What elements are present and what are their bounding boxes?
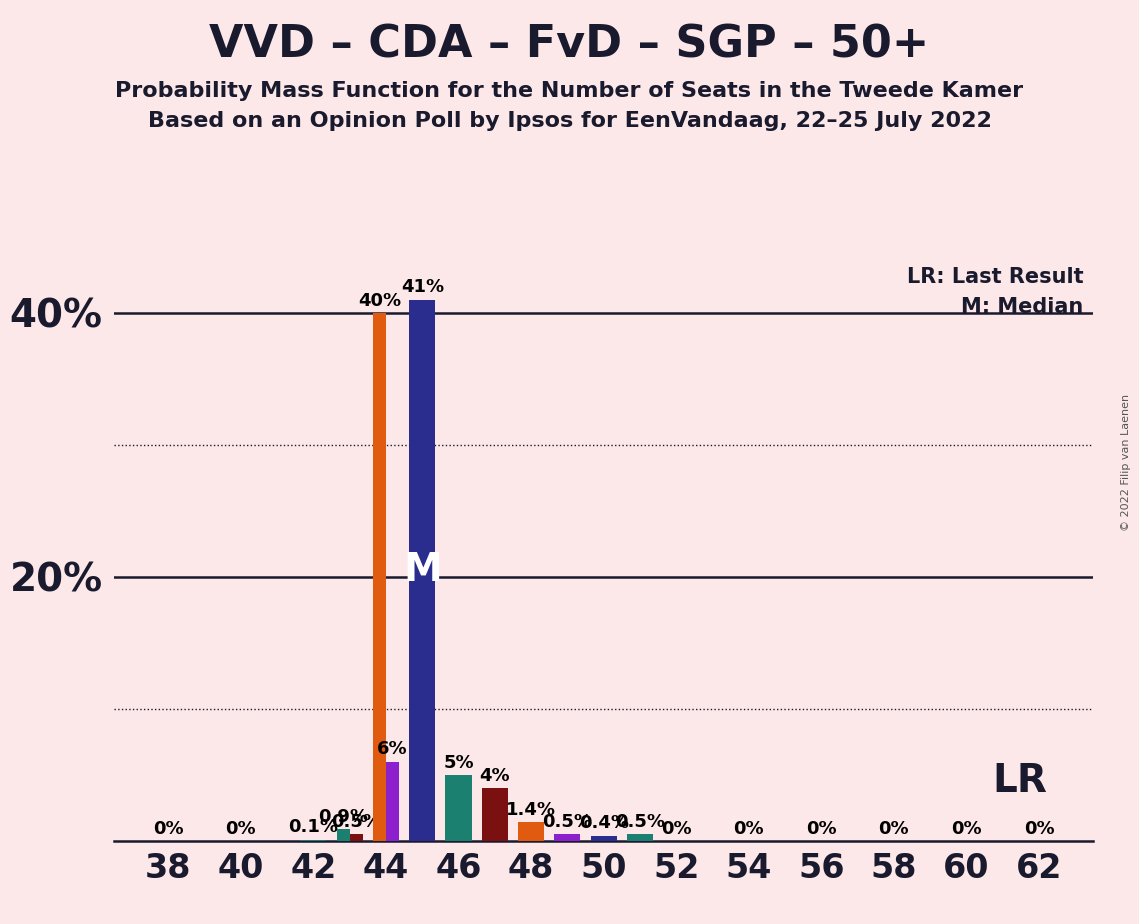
Bar bbox=[372, 313, 386, 841]
Text: 0%: 0% bbox=[661, 821, 691, 838]
Bar bbox=[301, 840, 327, 841]
Text: © 2022 Filip van Laenen: © 2022 Filip van Laenen bbox=[1121, 394, 1131, 530]
Text: 0%: 0% bbox=[951, 821, 982, 838]
Text: 0%: 0% bbox=[878, 821, 909, 838]
Bar bbox=[445, 775, 472, 841]
Text: 1.4%: 1.4% bbox=[506, 801, 556, 819]
Bar bbox=[482, 788, 508, 841]
Text: VVD – CDA – FvD – SGP – 50+: VVD – CDA – FvD – SGP – 50+ bbox=[210, 23, 929, 67]
Text: 0.5%: 0.5% bbox=[331, 813, 382, 831]
Text: 5%: 5% bbox=[443, 754, 474, 772]
Text: 0.1%: 0.1% bbox=[288, 819, 338, 836]
Bar bbox=[386, 761, 399, 841]
Text: 0.9%: 0.9% bbox=[318, 808, 368, 826]
Text: Probability Mass Function for the Number of Seats in the Tweede Kamer: Probability Mass Function for the Number… bbox=[115, 81, 1024, 102]
Bar bbox=[518, 822, 544, 841]
Text: 0.5%: 0.5% bbox=[615, 813, 665, 831]
Text: 4%: 4% bbox=[480, 767, 510, 784]
Text: M: M bbox=[403, 552, 442, 590]
Bar bbox=[350, 834, 363, 841]
Bar bbox=[626, 834, 653, 841]
Bar bbox=[409, 299, 435, 841]
Text: 41%: 41% bbox=[401, 278, 444, 297]
Text: M: Median: M: Median bbox=[961, 298, 1083, 317]
Bar bbox=[555, 834, 581, 841]
Text: Based on an Opinion Poll by Ipsos for EenVandaag, 22–25 July 2022: Based on an Opinion Poll by Ipsos for Ee… bbox=[148, 111, 991, 131]
Text: LR: LR bbox=[992, 761, 1048, 800]
Text: 0%: 0% bbox=[226, 821, 256, 838]
Text: 0%: 0% bbox=[153, 821, 183, 838]
Text: 0.4%: 0.4% bbox=[579, 814, 629, 833]
Text: 0.5%: 0.5% bbox=[542, 813, 592, 831]
Bar bbox=[337, 829, 350, 841]
Text: 0%: 0% bbox=[806, 821, 837, 838]
Text: LR: Last Result: LR: Last Result bbox=[907, 267, 1083, 287]
Text: 0%: 0% bbox=[1024, 821, 1055, 838]
Text: 40%: 40% bbox=[358, 292, 401, 310]
Bar bbox=[591, 835, 616, 841]
Text: 0%: 0% bbox=[734, 821, 764, 838]
Text: 6%: 6% bbox=[377, 740, 408, 759]
